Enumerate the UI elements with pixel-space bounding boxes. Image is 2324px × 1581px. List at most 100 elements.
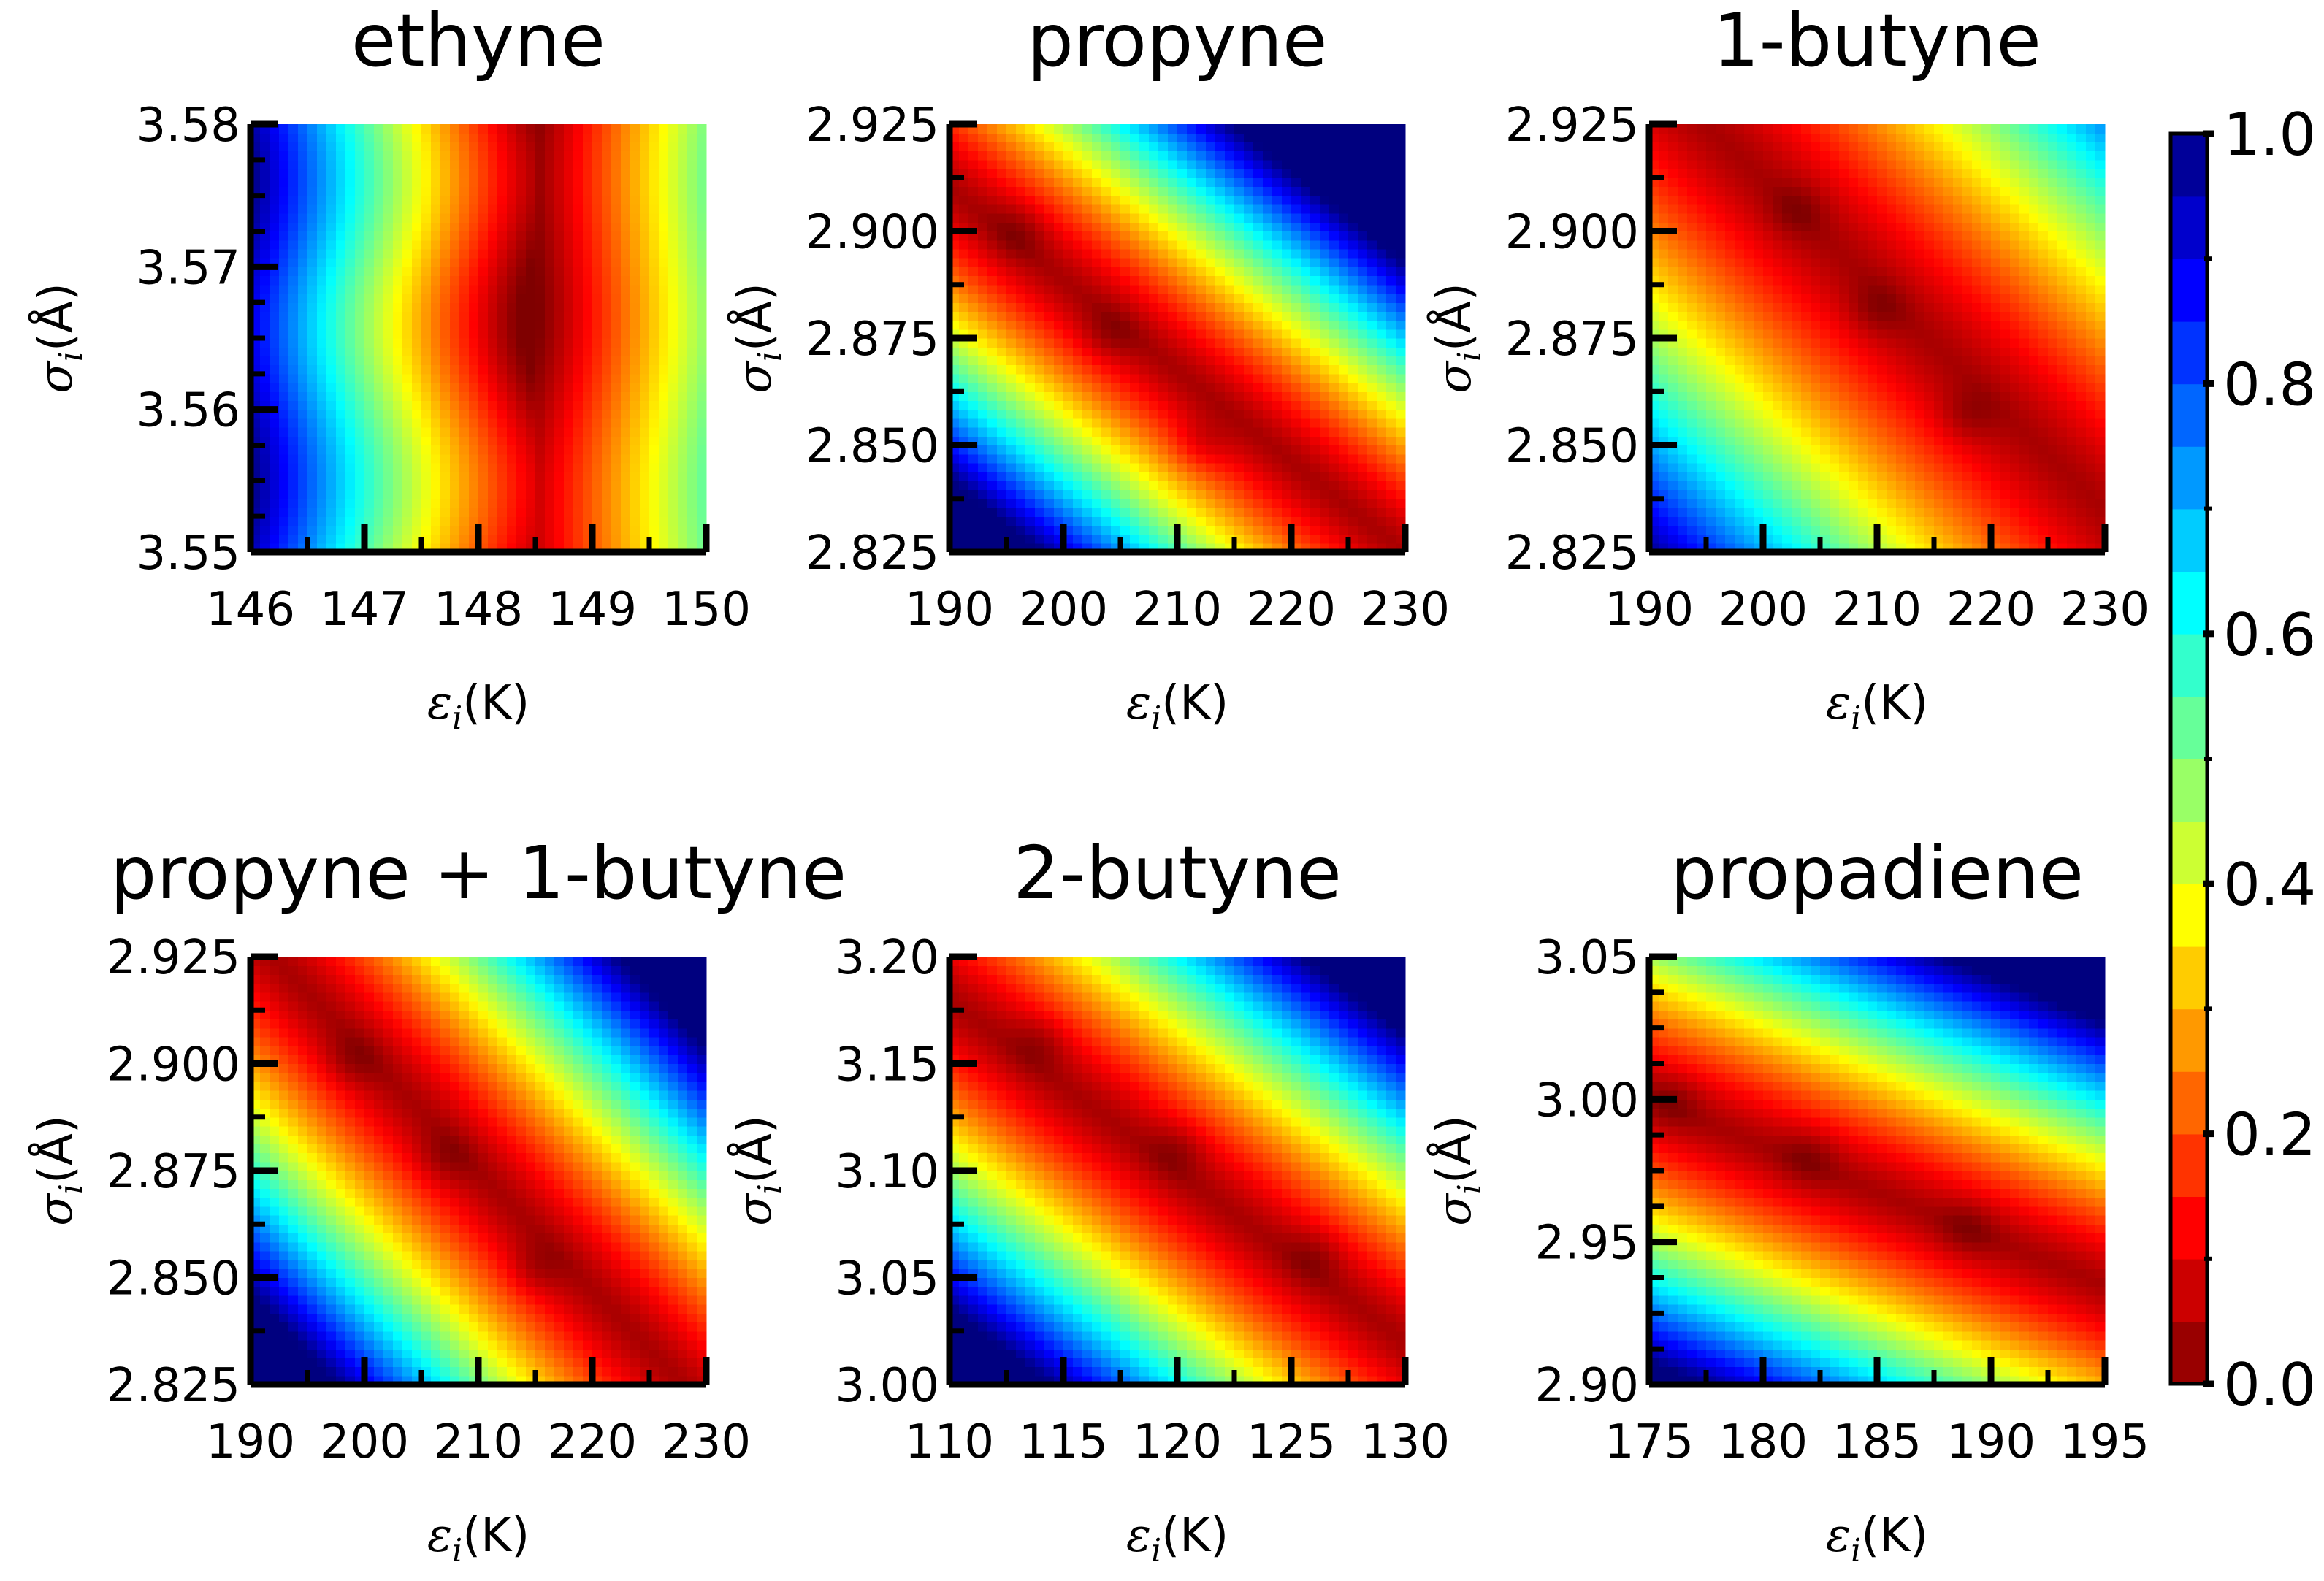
heatmap-cell [1158, 222, 1169, 232]
heatmap-cell [1206, 507, 1216, 517]
heatmap-cell [450, 489, 460, 499]
heatmap-cell [336, 267, 346, 277]
heatmap-cell [516, 498, 527, 508]
heatmap-cell [987, 418, 998, 428]
heatmap-cell [583, 231, 593, 241]
heatmap-cell [440, 177, 451, 188]
heatmap-cell [1177, 516, 1188, 526]
heatmap-cell [554, 427, 565, 437]
heatmap-cell [640, 204, 650, 214]
heatmap-cell [393, 525, 403, 535]
heatmap-cell [317, 383, 327, 392]
heatmap-cell [1130, 267, 1140, 277]
heatmap-cell [1054, 489, 1064, 499]
heatmap-cell [1706, 311, 1716, 321]
heatmap-cell [383, 311, 394, 321]
heatmap-cell [488, 498, 498, 508]
heatmap-cell [1706, 400, 1716, 410]
heatmap-cell [1101, 195, 1112, 205]
heatmap-cell [592, 204, 603, 214]
heatmap-cell [554, 481, 565, 491]
heatmap-cell [545, 258, 555, 267]
heatmap-cell [630, 364, 641, 375]
heatmap-cell [697, 124, 707, 134]
heatmap-cell [678, 320, 688, 330]
heatmap-cell [968, 373, 979, 383]
heatmap-cell [1678, 462, 1688, 472]
heatmap-cell [1082, 391, 1093, 402]
heatmap-cell [1168, 177, 1178, 188]
heatmap-cell [374, 142, 384, 152]
heatmap-cell [402, 204, 413, 214]
heatmap-cell [630, 159, 641, 169]
heatmap-cell [345, 525, 356, 535]
heatmap-cell [1073, 489, 1083, 499]
heatmap-cell [649, 481, 660, 491]
heatmap-cell [968, 150, 979, 161]
heatmap-cell [1687, 311, 1697, 321]
heatmap-cell [326, 248, 337, 259]
heatmap-cell [1678, 472, 1688, 481]
heatmap-cell [1006, 364, 1017, 375]
heatmap-cell [1225, 320, 1235, 330]
heatmap-cell [1320, 481, 1330, 491]
heatmap-cell [1063, 320, 1074, 330]
heatmap-cell [497, 453, 508, 464]
heatmap-cell [1168, 267, 1178, 277]
heatmap-cell [611, 462, 622, 472]
heatmap-cell [1225, 400, 1235, 410]
heatmap-cell [279, 373, 289, 383]
heatmap-cell [507, 267, 517, 277]
heatmap-cell [564, 489, 574, 499]
heatmap-cell [1130, 364, 1140, 375]
heatmap-cell [469, 409, 479, 419]
heatmap-cell [687, 186, 697, 196]
heatmap-cell [288, 248, 299, 259]
heatmap-cell [592, 169, 603, 178]
heatmap-cell [668, 258, 679, 267]
heatmap-cell [564, 311, 574, 321]
heatmap-cell [1139, 320, 1150, 330]
heatmap-cell [336, 240, 346, 250]
heatmap-cell [1063, 364, 1074, 375]
heatmap-cell [279, 329, 289, 339]
heatmap-cell [1187, 481, 1197, 491]
heatmap-cell [1272, 204, 1283, 214]
heatmap-cell [649, 133, 660, 143]
heatmap-cell [602, 284, 612, 294]
heatmap-cell [968, 177, 979, 188]
heatmap-cell [1130, 177, 1140, 188]
heatmap-cell [488, 231, 498, 241]
heatmap-cell [307, 498, 318, 508]
heatmap-cell [1206, 498, 1216, 508]
heatmap-cell [355, 311, 365, 321]
heatmap-cell [402, 481, 413, 491]
heatmap-cell [997, 248, 1007, 259]
heatmap-cell [1044, 293, 1055, 303]
heatmap-cell [412, 240, 422, 250]
heatmap-cell [1358, 462, 1368, 472]
heatmap-cell [1177, 409, 1188, 419]
heatmap-cell [1130, 472, 1140, 481]
heatmap-cell [374, 267, 384, 277]
heatmap-cell [592, 213, 603, 223]
heatmap-cell [469, 213, 479, 223]
heatmap-cell [1386, 409, 1396, 419]
heatmap-cell [1158, 453, 1169, 464]
heatmap-cell [630, 186, 641, 196]
heatmap-cell [1016, 267, 1026, 277]
heatmap-cell [431, 534, 441, 544]
heatmap-cell [326, 391, 337, 402]
heatmap-cell [1272, 481, 1283, 491]
heatmap-cell [469, 124, 479, 134]
heatmap-cell [1035, 356, 1045, 366]
heatmap-cell [1678, 364, 1688, 375]
heatmap-cell [1697, 222, 1707, 232]
heatmap-cell [1301, 338, 1311, 348]
heatmap-cell [997, 427, 1007, 437]
heatmap-cell [583, 427, 593, 437]
heatmap-cell [1082, 507, 1093, 517]
heatmap-cell [355, 284, 365, 294]
heatmap-cell [1263, 311, 1273, 321]
heatmap-cell [393, 177, 403, 188]
